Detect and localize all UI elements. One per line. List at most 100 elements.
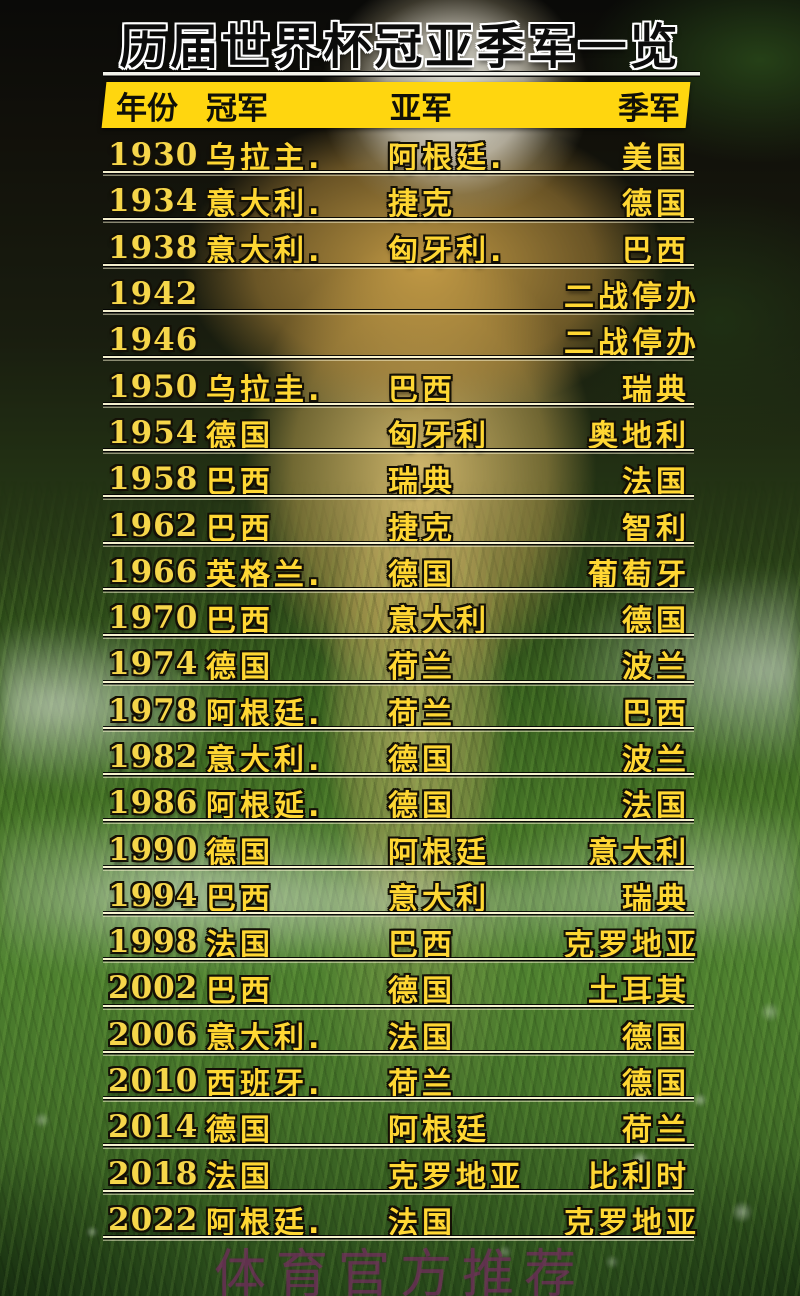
third-place-cell: 奥地利 bbox=[588, 418, 690, 454]
year-cell: 2018 bbox=[108, 1155, 199, 1192]
third-place-cell: 波兰 bbox=[622, 650, 690, 686]
third-place-cell: 美国 bbox=[622, 141, 690, 177]
runner-up-cell: 意大利 bbox=[388, 881, 490, 917]
table-row: 1994 巴西 意大利 瑞典 bbox=[103, 873, 696, 919]
page-title: 历届世界杯冠亚季军一览 bbox=[119, 19, 681, 75]
year-cell: 1982 bbox=[108, 739, 199, 775]
year-cell: 1978 bbox=[108, 692, 199, 729]
third-place-cell: 巴西 bbox=[622, 233, 690, 269]
table-header: 年份 冠军 亚军 季军 bbox=[104, 82, 688, 128]
results-table: 1930 乌拉主. 阿根廷. 美国 1934 意大利. 捷克 德国 1938 意… bbox=[103, 132, 696, 1243]
table-row: 1954 德国 匈牙利 奥地利 bbox=[103, 410, 696, 456]
champion-cell: 法国 bbox=[206, 1159, 274, 1195]
third-place-cell: 巴西 bbox=[622, 696, 690, 732]
third-place-cell: 德国 bbox=[622, 1020, 690, 1056]
champion-cell: 意大利. bbox=[206, 1020, 324, 1056]
table-row: 2018 法国 克罗地亚 比利时 bbox=[103, 1151, 696, 1197]
champion-cell: 西班牙. bbox=[206, 1067, 324, 1103]
third-place-cell: 比利时 bbox=[588, 1159, 690, 1195]
runner-up-cell: 德国 bbox=[388, 557, 456, 593]
third-place-cell: 克罗地亚 bbox=[564, 928, 700, 964]
year-cell: 1950 bbox=[108, 368, 199, 405]
table-row: 1978 阿根廷. 荷兰 巴西 bbox=[103, 688, 696, 734]
table-row: 1974 德国 荷兰 波兰 bbox=[103, 641, 696, 687]
runner-up-cell: 法国 bbox=[388, 1020, 456, 1056]
watermark: 体育官方推荐 bbox=[213, 1245, 586, 1296]
header-third-place: 季军 bbox=[618, 90, 680, 127]
year-cell: 2006 bbox=[108, 1016, 199, 1053]
table-row: 1938 意大利. 匈牙利. 巴西 bbox=[103, 225, 696, 271]
table-row: 2006 意大利. 法国 德国 bbox=[103, 1012, 696, 1058]
runner-up-cell: 意大利 bbox=[388, 604, 490, 640]
runner-up-cell: 德国 bbox=[388, 974, 456, 1010]
year-cell: 1954 bbox=[108, 414, 199, 451]
third-place-cell: 土耳其 bbox=[588, 974, 690, 1010]
third-place-cell: 法国 bbox=[622, 465, 690, 501]
year-cell: 2022 bbox=[108, 1201, 199, 1238]
table-row: 2002 巴西 德国 土耳其 bbox=[103, 965, 696, 1011]
year-cell: 2010 bbox=[108, 1063, 199, 1100]
table-row: 1990 德国 阿根廷 意大利 bbox=[103, 826, 696, 872]
third-place-cell: 德国 bbox=[622, 604, 690, 640]
table-row: 1970 巴西 意大利 德国 bbox=[103, 595, 696, 641]
runner-up-cell: 阿根廷 bbox=[388, 1113, 490, 1149]
champion-cell: 法国 bbox=[206, 928, 274, 964]
year-cell: 1942 bbox=[108, 276, 199, 313]
champion-cell: 德国 bbox=[206, 835, 274, 871]
runner-up-cell: 阿根廷 bbox=[388, 835, 490, 871]
champion-cell: 乌拉圭. bbox=[206, 372, 324, 408]
third-place-cell: 瑞典 bbox=[622, 881, 690, 917]
champion-cell: 德国 bbox=[206, 418, 274, 454]
table-row: 1946 二战停办 bbox=[103, 317, 696, 363]
year-cell: 1970 bbox=[108, 600, 199, 637]
table-row: 2022 阿根廷. 法国 克罗地亚 bbox=[103, 1197, 696, 1243]
header-runner-up: 亚军 bbox=[390, 90, 452, 127]
year-cell: 2002 bbox=[108, 970, 199, 1007]
third-place-cell: 法国 bbox=[622, 789, 690, 825]
runner-up-cell: 荷兰 bbox=[388, 650, 456, 686]
runner-up-cell: 荷兰 bbox=[388, 1067, 456, 1103]
header-champion: 冠军 bbox=[206, 90, 268, 127]
year-cell: 1986 bbox=[108, 785, 199, 822]
table-row: 1986 阿根延. 德国 法国 bbox=[103, 780, 696, 826]
table-row: 1942 二战停办 bbox=[103, 271, 696, 317]
table-row: 1934 意大利. 捷克 德国 bbox=[103, 178, 696, 224]
runner-up-cell: 巴西 bbox=[388, 372, 456, 408]
table-row: 1982 意大利. 德国 波兰 bbox=[103, 734, 696, 780]
runner-up-cell: 德国 bbox=[388, 789, 456, 825]
champion-cell: 意大利. bbox=[206, 233, 324, 269]
year-cell: 1938 bbox=[108, 229, 199, 266]
table-row: 2014 德国 阿根廷 荷兰 bbox=[103, 1104, 696, 1150]
year-cell: 1990 bbox=[108, 831, 199, 868]
table-row: 1966 英格兰. 德国 葡萄牙 bbox=[103, 549, 696, 595]
runner-up-cell: 克罗地亚 bbox=[388, 1159, 524, 1195]
table-row: 1998 法国 巴西 克罗地亚 bbox=[103, 919, 696, 965]
champion-cell: 意大利. bbox=[206, 187, 324, 223]
champion-cell: 巴西 bbox=[206, 974, 274, 1010]
runner-up-cell: 捷克 bbox=[388, 511, 456, 547]
runner-up-cell: 匈牙利. bbox=[388, 233, 506, 269]
third-place-cell: 瑞典 bbox=[622, 372, 690, 408]
runner-up-cell: 匈牙利 bbox=[388, 418, 490, 454]
year-cell: 1930 bbox=[108, 137, 199, 174]
table-row: 1962 巴西 捷克 智利 bbox=[103, 502, 696, 548]
table-row: 1930 乌拉主. 阿根廷. 美国 bbox=[103, 132, 696, 178]
champion-cell: 巴西 bbox=[206, 881, 274, 917]
year-cell: 1994 bbox=[108, 877, 199, 914]
third-place-cell: 波兰 bbox=[622, 743, 690, 778]
title-underline bbox=[103, 71, 700, 77]
header-year: 年份 bbox=[116, 90, 178, 127]
year-cell: 1974 bbox=[108, 646, 199, 683]
third-place-cell: 德国 bbox=[622, 1067, 690, 1103]
third-place-cell: 智利 bbox=[622, 511, 690, 547]
third-place-cell: 荷兰 bbox=[622, 1113, 690, 1149]
year-cell: 1998 bbox=[108, 924, 199, 961]
third-place-cell: 德国 bbox=[622, 187, 690, 223]
year-cell: 1962 bbox=[108, 507, 199, 544]
runner-up-cell: 荷兰 bbox=[388, 696, 456, 732]
third-place-cell: 二战停办 bbox=[564, 326, 700, 362]
champion-cell: 英格兰. bbox=[206, 557, 324, 593]
